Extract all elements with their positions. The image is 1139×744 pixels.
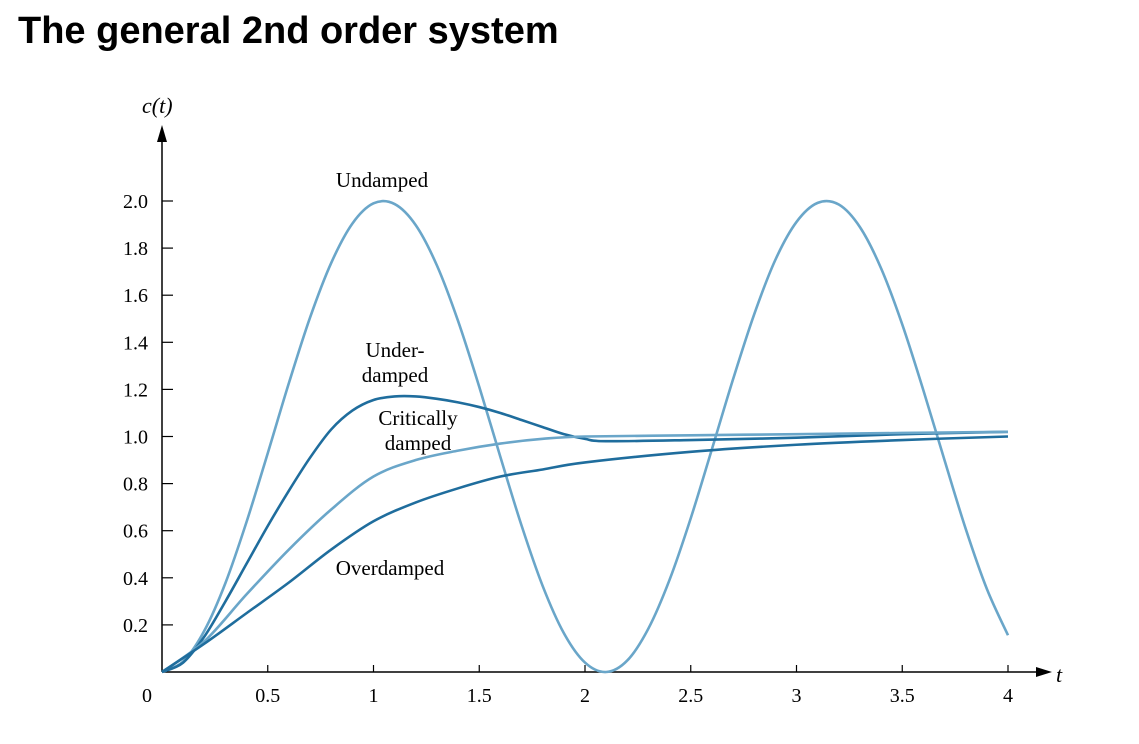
y-tick-label: 1.4 [123,332,148,354]
label-overdamped: Overdamped [336,556,445,580]
series-line-overdamped [161,435,1009,674]
x-tick-label: 1.5 [467,685,492,707]
x-axis-arrow-icon [1036,667,1052,677]
x-axis-label: t [1056,662,1063,687]
x-tick-label: 2 [580,685,590,707]
y-axis-arrow-icon [157,125,167,142]
label-undamped: Undamped [336,168,429,192]
label-damped-1: damped [362,363,429,387]
page-title: The general 2nd order system [18,10,559,52]
y-tick-label: 1.8 [123,238,148,260]
label-critically: Critically [378,406,458,430]
series-line-critically-damped [161,430,1009,674]
x-tick-label: 0.5 [255,685,280,707]
axes: t c(t) [142,93,1063,687]
series-line-undamped [161,199,1010,674]
y-tick-label: 0.8 [123,474,148,496]
y-tick-label: 1.6 [123,285,148,307]
label-damped-2: damped [385,431,452,455]
label-under: Under- [365,338,424,362]
x-tick-label: 2.5 [678,685,703,707]
y-tick-label: 2.0 [123,191,148,213]
x-tick-label: 4 [1003,685,1013,707]
y-tick-label: 0.4 [123,568,148,590]
x-tick-label: 3 [792,685,802,707]
y-tick-label: 0.2 [123,615,148,637]
y-tick-label: 0.6 [123,521,148,543]
x-tick-label: 1 [369,685,379,707]
x-tick-label: 0 [142,685,152,707]
y-tick-label: 1.0 [123,427,148,449]
y-tick-label: 1.2 [123,379,148,401]
y-axis-label: c(t) [142,93,173,118]
x-tick-label: 3.5 [890,685,915,707]
series-line-under-damped [161,394,1009,674]
